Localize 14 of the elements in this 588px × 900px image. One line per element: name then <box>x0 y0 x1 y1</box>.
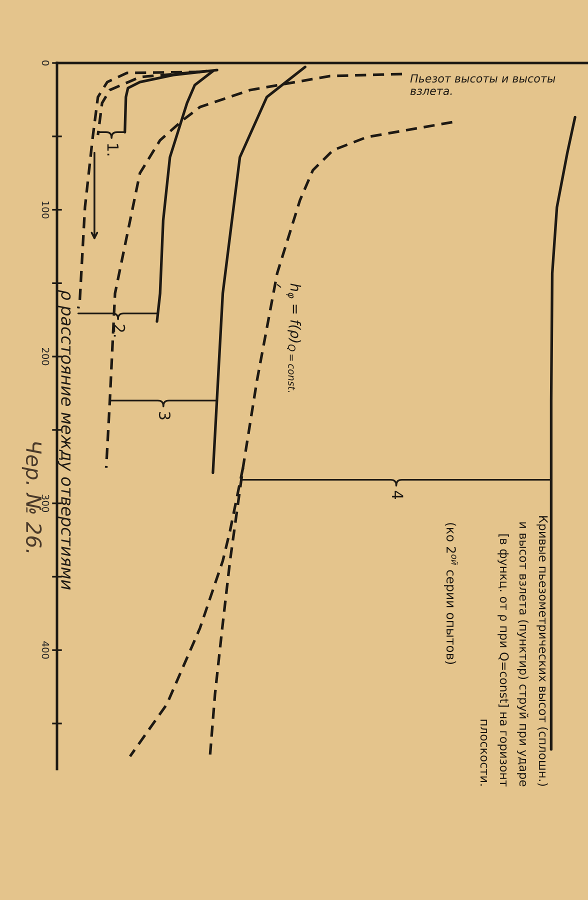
annotation: 4 <box>392 490 404 499</box>
annotation: Пьезот высоты и высоты взлета. <box>410 74 556 96</box>
y-tick-label: 200 <box>42 348 50 366</box>
y-tick-label: 100 <box>42 202 50 218</box>
text: Кривые пьезометрических высот (сплошн.) и высот взлета (пунктир) струй при ударе [в функц. от ρ при Q=const] на горизонт плоскости. <box>480 516 548 787</box>
text: (ко 2$^{ой}$ серии опытов) <box>444 523 458 664</box>
y-tick-label: 0 <box>42 60 50 66</box>
text: Чер. № 26. <box>22 442 42 552</box>
annotation: 1. <box>107 144 119 156</box>
annotation: h$_{φ}$ = f(ρ)$_{Q=const.}$ <box>286 284 302 392</box>
y-axis-title: ρ расстояние между отверстиями <box>58 290 71 590</box>
annotation: 3 <box>158 412 170 420</box>
y-tick-label: 400 <box>42 641 50 659</box>
y-tick-label: 300 <box>42 494 50 512</box>
